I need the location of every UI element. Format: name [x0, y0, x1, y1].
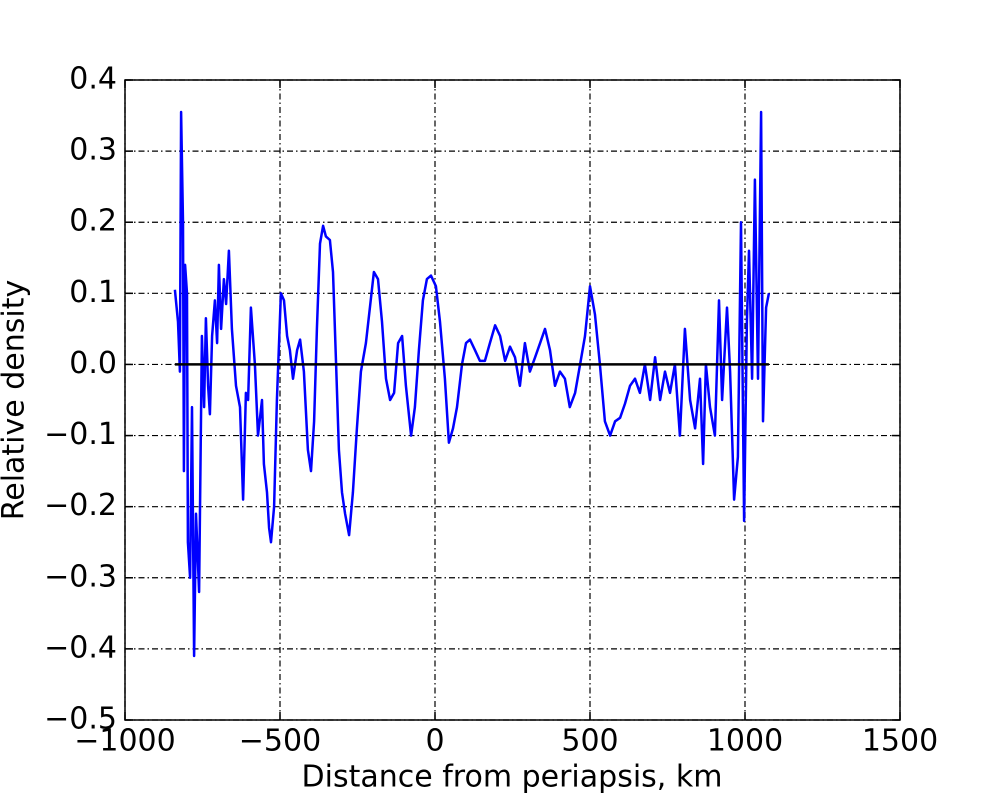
x-tick-label: 0 [425, 724, 444, 759]
x-tick-label: −500 [239, 724, 321, 759]
x-axis-label: Distance from periapsis, km [302, 760, 723, 795]
plot-frame [124, 79, 901, 721]
x-tick-label: −1000 [74, 724, 175, 759]
y-tick-label: −0.4 [44, 630, 117, 665]
y-axis-label: Relative density [0, 280, 32, 521]
x-tick-label: 1500 [862, 724, 938, 759]
y-tick-label: 0.1 [69, 275, 117, 310]
y-tick-label: 0.2 [69, 204, 117, 239]
y-tick-label: −0.3 [44, 559, 117, 594]
data-line [173, 110, 771, 658]
y-tick-label: 0.0 [69, 346, 117, 381]
y-tick-label: 0.4 [69, 62, 117, 97]
y-tick-label: −0.1 [44, 417, 117, 452]
y-tick-label: −0.2 [44, 488, 117, 523]
x-tick-label: 500 [561, 724, 618, 759]
y-tick-label: −0.5 [44, 702, 117, 737]
x-tick-label: 1000 [707, 724, 783, 759]
y-tick-label: 0.3 [69, 133, 117, 168]
